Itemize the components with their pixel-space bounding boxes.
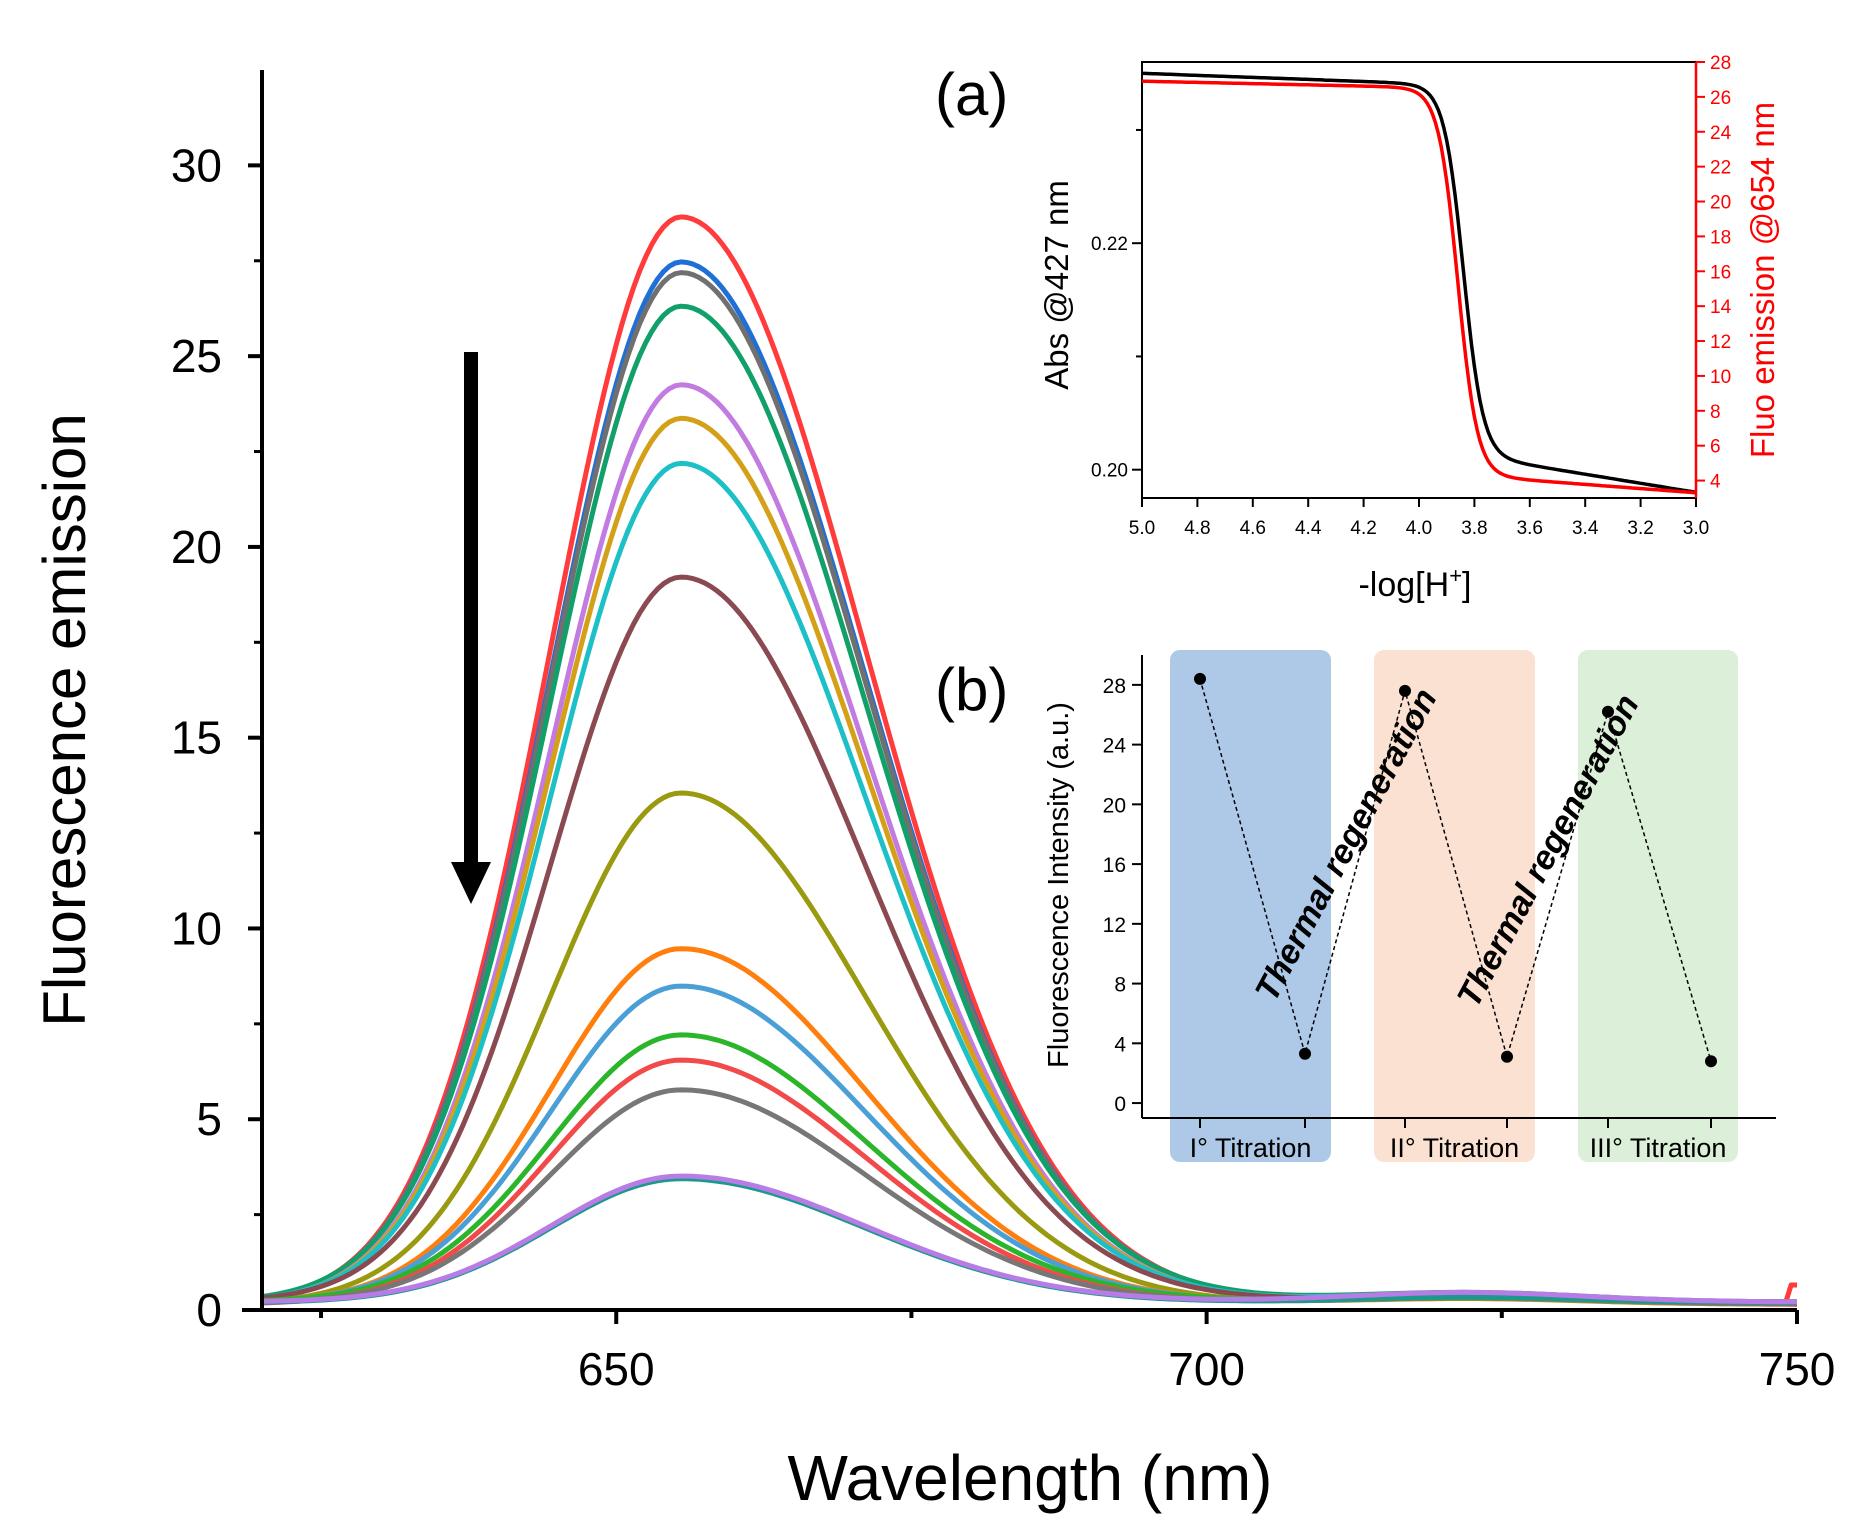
inset-b-ticks: 0 4 8 12 16 20 24 28 — [1103, 675, 1712, 1128]
a-yr-tick-label: 18 — [1710, 227, 1731, 248]
inset-b-point — [1399, 684, 1411, 697]
y-tick-label: 15 — [171, 712, 222, 764]
xlabel-superscript: + — [1449, 563, 1462, 588]
a-yr-tick-label: 22 — [1710, 158, 1731, 179]
a-x-tick-label: 4.8 — [1184, 518, 1210, 539]
b-y-tick-label: 20 — [1103, 794, 1126, 817]
inset-b-point — [1194, 672, 1206, 685]
inset-a-line-0 — [1141, 71, 1697, 495]
inset-a-ticks: 5.0 4.8 4.6 4.4 4.2 4.0 3.8 3.6 3.4 3.2 3.0 0.20 0.2… — [1091, 53, 1732, 539]
a-x-tick-label: 4.6 — [1240, 518, 1266, 539]
b-y-tick-label: 0 — [1114, 1093, 1126, 1116]
main-series-group — [261, 214, 1798, 1307]
titration-band-2 — [1374, 650, 1535, 1162]
inset-b-point — [1501, 1050, 1513, 1063]
spectrum-s16 — [261, 1173, 1797, 1305]
a-yr-tick-label: 8 — [1710, 402, 1721, 423]
b-y-tick-label: 4 — [1114, 1033, 1126, 1056]
inset-b-point — [1602, 705, 1614, 718]
x-tick-label: 650 — [578, 1343, 655, 1395]
a-yr-tick-label: 12 — [1710, 332, 1731, 353]
x-tick-label: 750 — [1759, 1343, 1836, 1395]
b-y-tick-label: 24 — [1103, 735, 1127, 758]
inset-b: (b) I° Titration II° Titration III° Titrat… — [935, 650, 1776, 1163]
a-yr-tick-label: 6 — [1710, 437, 1721, 458]
b-y-tick-label: 28 — [1103, 675, 1126, 698]
main-ticks: 0 5 10 15 20 25 30 650 700 750 — [171, 139, 1836, 1395]
inset-b-connector — [1199, 678, 1712, 1062]
y-tick-label: 30 — [171, 139, 222, 191]
panel-label-a: (a) — [935, 61, 1008, 128]
a-yr-tick-label: 20 — [1710, 193, 1731, 214]
spectrum-s11 — [261, 983, 1797, 1306]
panel-label-b: (b) — [935, 656, 1008, 723]
inset-a: (a) 5.0 4.8 4.6 4.4 4.2 4.0 3.8 3.6 3.4 3.2 3.0 0.2… — [935, 53, 1781, 604]
main-y-axis-title: Fluorescence emission — [31, 413, 98, 1027]
inset-b-series — [1194, 672, 1717, 1068]
down-arrow — [451, 352, 491, 904]
y-tick-label: 10 — [171, 902, 222, 954]
a-yr-tick-label: 28 — [1710, 53, 1731, 74]
a-x-tick-label: 3.4 — [1572, 518, 1599, 539]
inset-b-point — [1705, 1055, 1717, 1068]
inset-b-bands: I° Titration II° Titration III° Titration — [1170, 650, 1738, 1163]
arrow-shaft — [464, 352, 478, 872]
b-y-tick-label: 8 — [1114, 974, 1126, 997]
a-x-tick-label: 3.2 — [1627, 518, 1653, 539]
a-x-tick-label: 3.0 — [1683, 518, 1709, 539]
a-yr-tick-label: 4 — [1710, 472, 1721, 493]
y-tick-label: 0 — [196, 1284, 222, 1336]
spectrum-s6 — [261, 415, 1797, 1306]
main-x-axis-title: Wavelength (nm) — [788, 1442, 1273, 1514]
inset-a-left-axis-title: Abs @427 nm — [1038, 180, 1075, 390]
titration-label-3: III° Titration — [1590, 1133, 1727, 1163]
a-yr-tick-label: 16 — [1710, 262, 1731, 283]
inset-a-x-axis-title: -log[H+] — [1358, 563, 1471, 604]
y-tick-label: 20 — [171, 521, 222, 573]
a-x-tick-label: 3.8 — [1461, 518, 1487, 539]
titration-band-1 — [1170, 650, 1331, 1162]
titration-label-1: I° Titration — [1190, 1133, 1312, 1163]
titration-label-2: II° Titration — [1390, 1133, 1519, 1163]
a-x-tick-label: 4.4 — [1295, 518, 1322, 539]
y-tick-label: 25 — [171, 330, 222, 382]
main-chart: 0 5 10 15 20 25 30 650 700 750 Wavelength (nm) Fl… — [31, 70, 1835, 1514]
a-x-tick-label: 5.0 — [1129, 518, 1155, 539]
a-yr-tick-label: 14 — [1710, 297, 1732, 318]
inset-a-frame — [1141, 61, 1697, 499]
a-x-tick-label: 4.2 — [1350, 518, 1376, 539]
b-y-tick-label: 12 — [1103, 914, 1126, 937]
a-y-tick-label: 0.22 — [1091, 234, 1128, 255]
a-x-tick-label: 3.6 — [1517, 518, 1543, 539]
inset-a-right-axis-title: Fluo emission @654 nm — [1744, 102, 1781, 458]
b-y-tick-label: 16 — [1103, 854, 1126, 877]
y-tick-label: 5 — [196, 1093, 222, 1145]
a-y-tick-label: 0.20 — [1091, 461, 1128, 482]
arrow-head — [451, 862, 491, 904]
x-tick-label: 700 — [1168, 1343, 1245, 1395]
a-yr-tick-label: 26 — [1710, 88, 1731, 109]
a-yr-tick-label: 10 — [1710, 367, 1731, 388]
inset-a-line-1 — [1142, 79, 1697, 495]
xlabel-end: ] — [1462, 566, 1471, 604]
inset-b-y-axis-title: Fluorescence Intensity (a.u.) — [1043, 702, 1075, 1068]
a-yr-tick-label: 24 — [1710, 123, 1732, 144]
inset-a-series — [1141, 71, 1697, 495]
xlabel-main: -log[H — [1358, 566, 1449, 604]
spectrum-s15 — [261, 1176, 1797, 1306]
a-x-tick-label: 4.0 — [1406, 518, 1432, 539]
inset-b-point — [1299, 1047, 1311, 1060]
titration-band-3 — [1578, 650, 1738, 1162]
